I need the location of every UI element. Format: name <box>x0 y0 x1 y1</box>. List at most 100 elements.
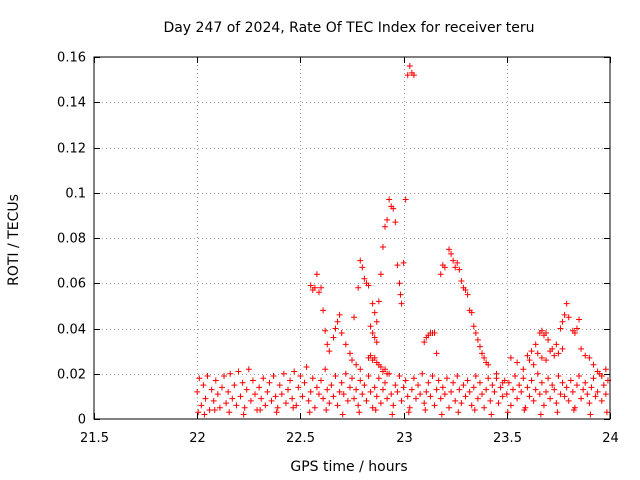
data-point <box>200 382 207 389</box>
data-point <box>272 393 279 400</box>
data-point <box>349 375 355 382</box>
data-point <box>576 373 583 380</box>
data-point <box>196 375 203 382</box>
data-point <box>280 370 287 377</box>
data-point <box>311 284 318 291</box>
data-point <box>322 366 329 373</box>
data-point <box>429 373 436 380</box>
data-point <box>328 382 335 389</box>
data-point <box>559 379 566 386</box>
data-point <box>448 388 455 395</box>
data-point <box>468 402 475 409</box>
data-point <box>499 393 506 400</box>
data-point <box>534 350 541 357</box>
data-point <box>472 373 479 380</box>
data-point <box>336 388 343 395</box>
data-point <box>371 334 378 341</box>
data-point <box>404 72 411 79</box>
data-point <box>346 384 353 391</box>
data-point <box>386 196 393 203</box>
data-point <box>372 406 379 413</box>
data-point <box>578 345 585 352</box>
data-point <box>405 409 412 416</box>
data-point <box>334 402 341 409</box>
data-point <box>212 377 219 384</box>
data-point <box>384 370 391 377</box>
data-point <box>415 382 422 389</box>
data-point <box>520 366 527 373</box>
data-point <box>468 309 475 316</box>
data-point <box>295 384 302 391</box>
data-point <box>367 352 374 359</box>
x-axis-title: GPS time / hours <box>290 459 407 475</box>
data-point <box>553 400 560 407</box>
data-point <box>201 411 208 418</box>
data-point <box>431 402 438 409</box>
data-point <box>483 386 490 393</box>
y-tick-label: 0.12 <box>57 142 86 157</box>
grid-lines <box>94 57 610 419</box>
data-point <box>603 409 610 416</box>
data-point <box>551 352 558 359</box>
data-point <box>235 368 242 375</box>
data-point <box>359 264 366 271</box>
data-point <box>334 318 341 325</box>
data-point <box>251 391 258 398</box>
data-point <box>214 391 221 398</box>
data-point <box>507 354 514 361</box>
y-tick-label: 0.04 <box>57 323 86 338</box>
data-point <box>561 311 568 318</box>
data-point <box>322 327 329 334</box>
data-point <box>256 384 263 391</box>
data-point <box>549 382 556 389</box>
data-point <box>479 391 486 398</box>
data-point <box>326 348 333 355</box>
data-point <box>557 391 564 398</box>
data-point <box>590 375 597 382</box>
data-point <box>313 271 320 278</box>
data-point <box>431 330 438 337</box>
data-point <box>404 393 411 400</box>
data-point <box>402 196 409 203</box>
data-point <box>237 393 244 400</box>
data-point <box>398 300 405 307</box>
data-point <box>262 402 269 409</box>
data-point <box>410 72 417 79</box>
data-point <box>559 318 566 325</box>
data-point <box>373 393 380 400</box>
data-point <box>336 311 343 318</box>
data-point <box>454 259 461 266</box>
data-point <box>437 395 444 402</box>
data-point <box>421 400 428 407</box>
data-point <box>397 291 404 298</box>
data-point <box>553 341 560 348</box>
data-point <box>291 368 298 375</box>
data-point <box>439 384 446 391</box>
data-point <box>371 309 378 316</box>
data-point <box>557 325 564 332</box>
data-point <box>563 384 570 391</box>
y-tick-label: 0.02 <box>57 368 86 383</box>
data-point <box>241 404 248 411</box>
data-point <box>476 379 483 386</box>
data-point <box>357 377 364 384</box>
data-point <box>233 402 240 409</box>
data-point <box>594 388 601 395</box>
data-point <box>590 361 597 368</box>
data-point <box>270 373 277 380</box>
data-point <box>297 373 304 380</box>
data-point <box>532 386 539 393</box>
y-tick-label: 0.16 <box>57 51 86 66</box>
data-point <box>195 409 202 416</box>
data-point <box>543 330 550 337</box>
data-point <box>389 411 396 418</box>
data-point <box>208 386 215 393</box>
data-point <box>571 330 578 337</box>
data-point <box>543 357 550 364</box>
data-point <box>351 395 358 402</box>
data-point <box>538 327 545 334</box>
data-point <box>600 382 607 389</box>
data-point <box>274 404 281 411</box>
data-point <box>268 397 275 404</box>
